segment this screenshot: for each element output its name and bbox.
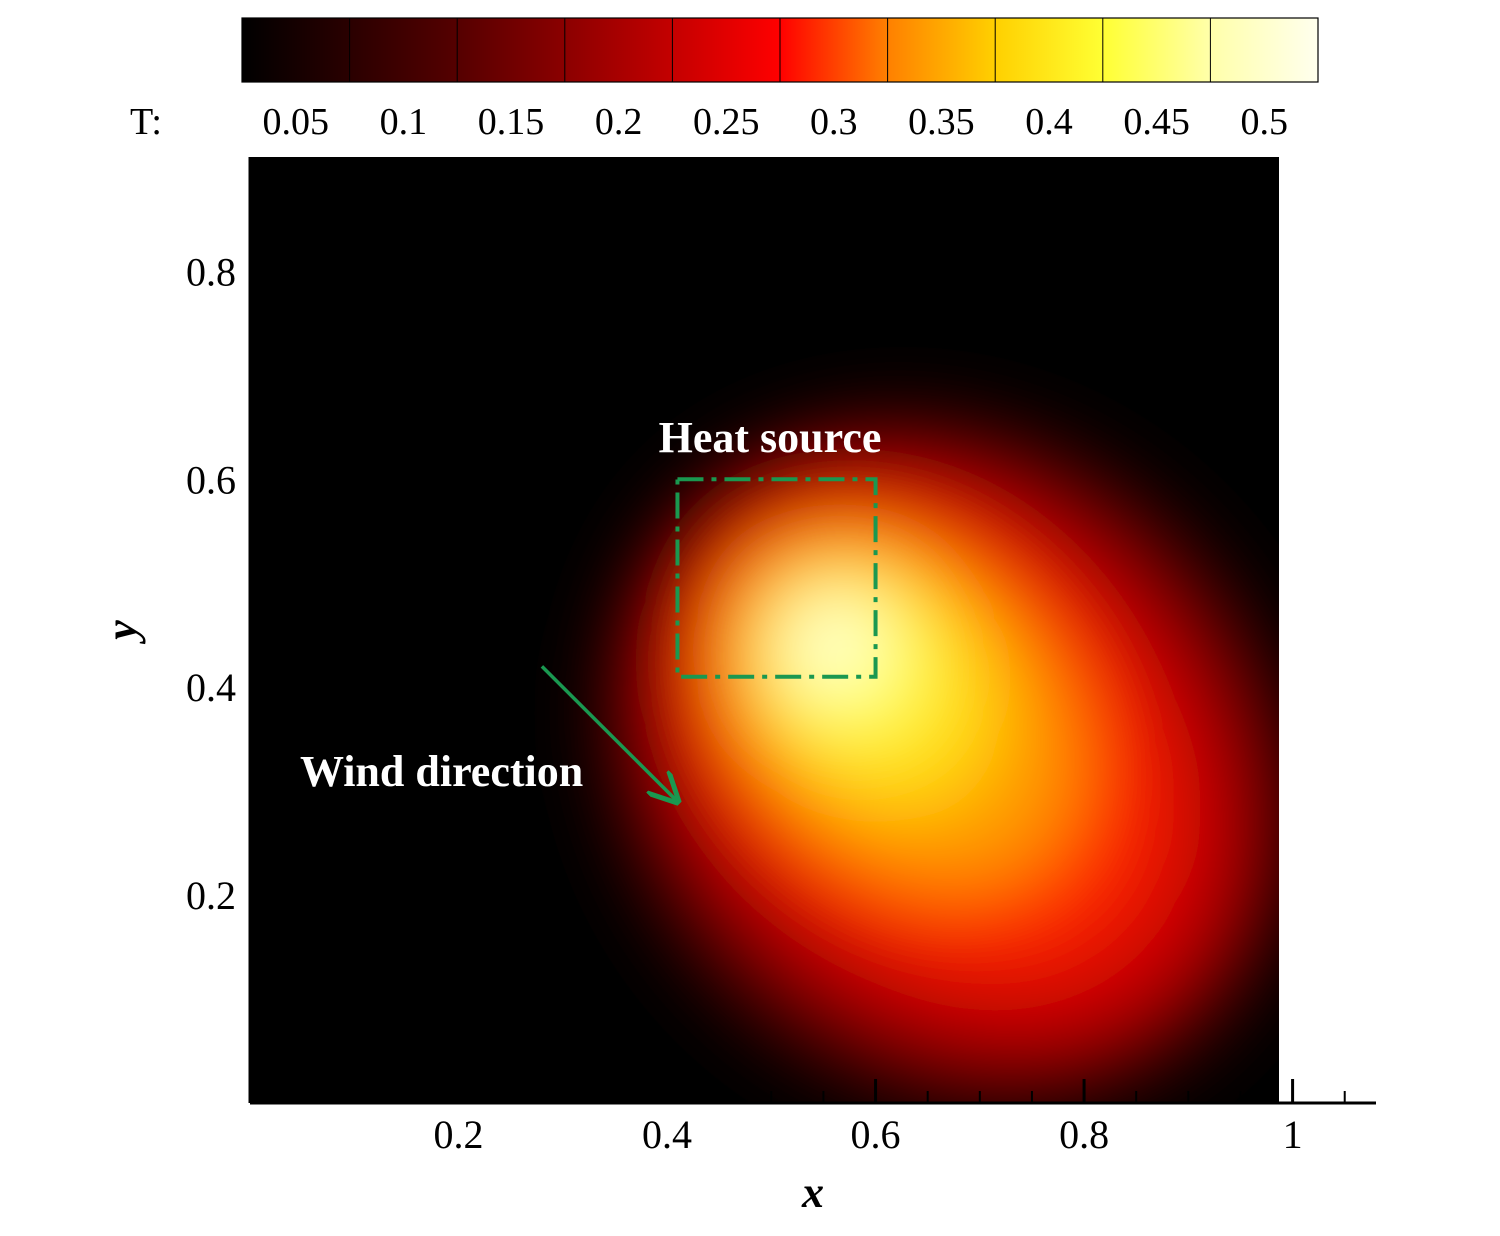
y-tick-label: 0.6 <box>186 457 236 502</box>
colorbar-tick-label: 0.35 <box>908 101 975 143</box>
y-tick-label: 0.2 <box>186 873 236 918</box>
x-axis-title: x <box>801 1168 824 1217</box>
heat-source-box <box>675 477 878 679</box>
colorbar-segment <box>887 18 996 82</box>
colorbar-tick-label: 0.45 <box>1123 101 1190 143</box>
x-tick-label: 0.6 <box>851 1112 901 1157</box>
y-tick-label: 0.8 <box>186 249 236 294</box>
heat-source-label: Heat source <box>659 413 882 462</box>
colorbar-segment <box>1102 18 1211 82</box>
plume <box>597 409 1279 1103</box>
colorbar-segment <box>349 18 458 82</box>
colorbar-segment <box>457 18 565 82</box>
colorbar-segment <box>995 18 1103 82</box>
plume-peak <box>807 617 876 686</box>
temperature-field <box>250 157 1279 1103</box>
colorbar-frame <box>241 17 1319 83</box>
wind-direction-label: Wind direction <box>300 747 583 796</box>
colorbar <box>241 17 1319 83</box>
x-tick-label: 0.2 <box>434 1112 484 1157</box>
y-tick-label: 0.4 <box>186 665 236 710</box>
y-tick-labels: 0.2 0.4 0.6 0.8 <box>186 249 236 918</box>
colorbar-segment <box>780 18 888 82</box>
colorbar-segment <box>242 18 350 82</box>
annotations: Heat source Wind direction <box>300 413 881 802</box>
x-tick-label: 1 <box>1283 1112 1303 1157</box>
y-axis-title: y <box>97 620 146 645</box>
colorbar-labels: 0.05 0.1 0.15 0.2 0.25 0.3 0.35 0.4 0.45 0.5 <box>263 101 1288 143</box>
x-tick-labels: 0.2 0.4 0.6 0.8 1 <box>434 1112 1303 1157</box>
x-tick-label: 0.8 <box>1059 1112 1109 1157</box>
colorbar-tick-label: 0.15 <box>478 101 545 143</box>
colorbar-tick-label: 0.5 <box>1240 101 1288 143</box>
colorbar-tick-label: 0.25 <box>693 101 760 143</box>
colorbar-segment <box>564 18 673 82</box>
colorbar-tick-label: 0.3 <box>810 101 858 143</box>
colorbar-segment <box>672 18 780 82</box>
x-tick-label: 0.4 <box>642 1112 692 1157</box>
colorbar-tick-label: 0.1 <box>380 101 428 143</box>
colorbar-segment <box>1210 18 1318 82</box>
colorbar-title: T: <box>130 101 162 143</box>
wind-direction-arrow <box>540 665 678 801</box>
colorbar-tick-label: 0.4 <box>1025 101 1073 143</box>
colorbar-tick-label: 0.2 <box>595 101 643 143</box>
colorbar-tick-label: 0.05 <box>263 101 330 143</box>
axes <box>248 157 1376 1105</box>
